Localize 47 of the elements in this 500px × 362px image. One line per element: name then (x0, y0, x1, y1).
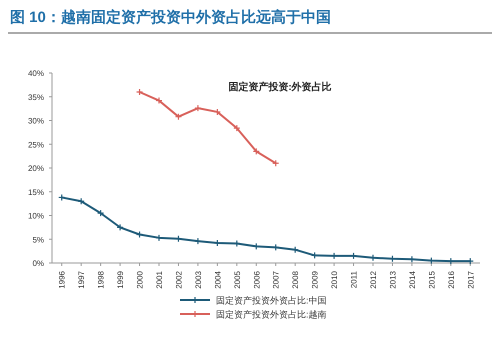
y-tick-label: 25% (28, 140, 44, 150)
x-tick-label: 2017 (466, 270, 476, 289)
x-tick-label: 2010 (330, 270, 340, 289)
y-tick-label: 30% (28, 116, 44, 126)
y-tick-label: 40% (28, 69, 44, 78)
y-tick-label: 10% (28, 212, 44, 220)
x-tick-label: 1996 (58, 270, 67, 289)
point (97, 210, 104, 217)
point (194, 104, 202, 112)
x-tick-label: 2005 (232, 270, 242, 289)
point (252, 148, 260, 155)
text: 固定资产投资:外资占比 (228, 81, 332, 93)
point (174, 113, 182, 120)
x-tick-label: 2009 (310, 270, 320, 289)
y-tick-label: 5% (32, 235, 44, 244)
point (155, 96, 163, 104)
x-tick-label: 2006 (252, 270, 262, 289)
legend-label: 固定资产投资外资占比:中国 (216, 296, 327, 306)
y-tick-label: 15% (28, 188, 44, 197)
x-tick-label: 1999 (116, 270, 126, 289)
x-tick-label: 2004 (213, 270, 222, 289)
chart-title: 图 10：越南固定资产投资中外资占比远高于中国 (10, 8, 331, 26)
x-tick-label: 2001 (155, 270, 164, 289)
point (214, 108, 221, 116)
x-tick-label: 2007 (272, 270, 281, 289)
x-tick-label: 2011 (350, 270, 359, 288)
x-tick-label: 2000 (136, 270, 145, 289)
x-tick-label: 2002 (174, 270, 184, 289)
x-tick-label: 2012 (369, 270, 378, 289)
x-tick-label: 2008 (291, 270, 300, 289)
x-tick-label: 2015 (427, 270, 436, 289)
point (233, 124, 240, 132)
point (292, 246, 299, 254)
point (136, 230, 144, 238)
point (116, 224, 124, 231)
y-tick-label: 0% (32, 259, 44, 268)
x-tick-label: 2013 (388, 270, 398, 289)
x-tick-label: 2003 (194, 270, 203, 289)
point (78, 198, 85, 205)
x-tick-label: 1997 (77, 270, 86, 289)
y-tick-label: 20% (28, 164, 44, 173)
x-tick-label: 1998 (96, 270, 106, 289)
x-tick-label: 2014 (408, 270, 417, 289)
x-tick-label: 2016 (446, 270, 456, 289)
legend-label: 固定资产投资外资占比:越南 (216, 310, 327, 320)
point (233, 240, 240, 248)
y-tick-label: 35% (28, 92, 44, 102)
